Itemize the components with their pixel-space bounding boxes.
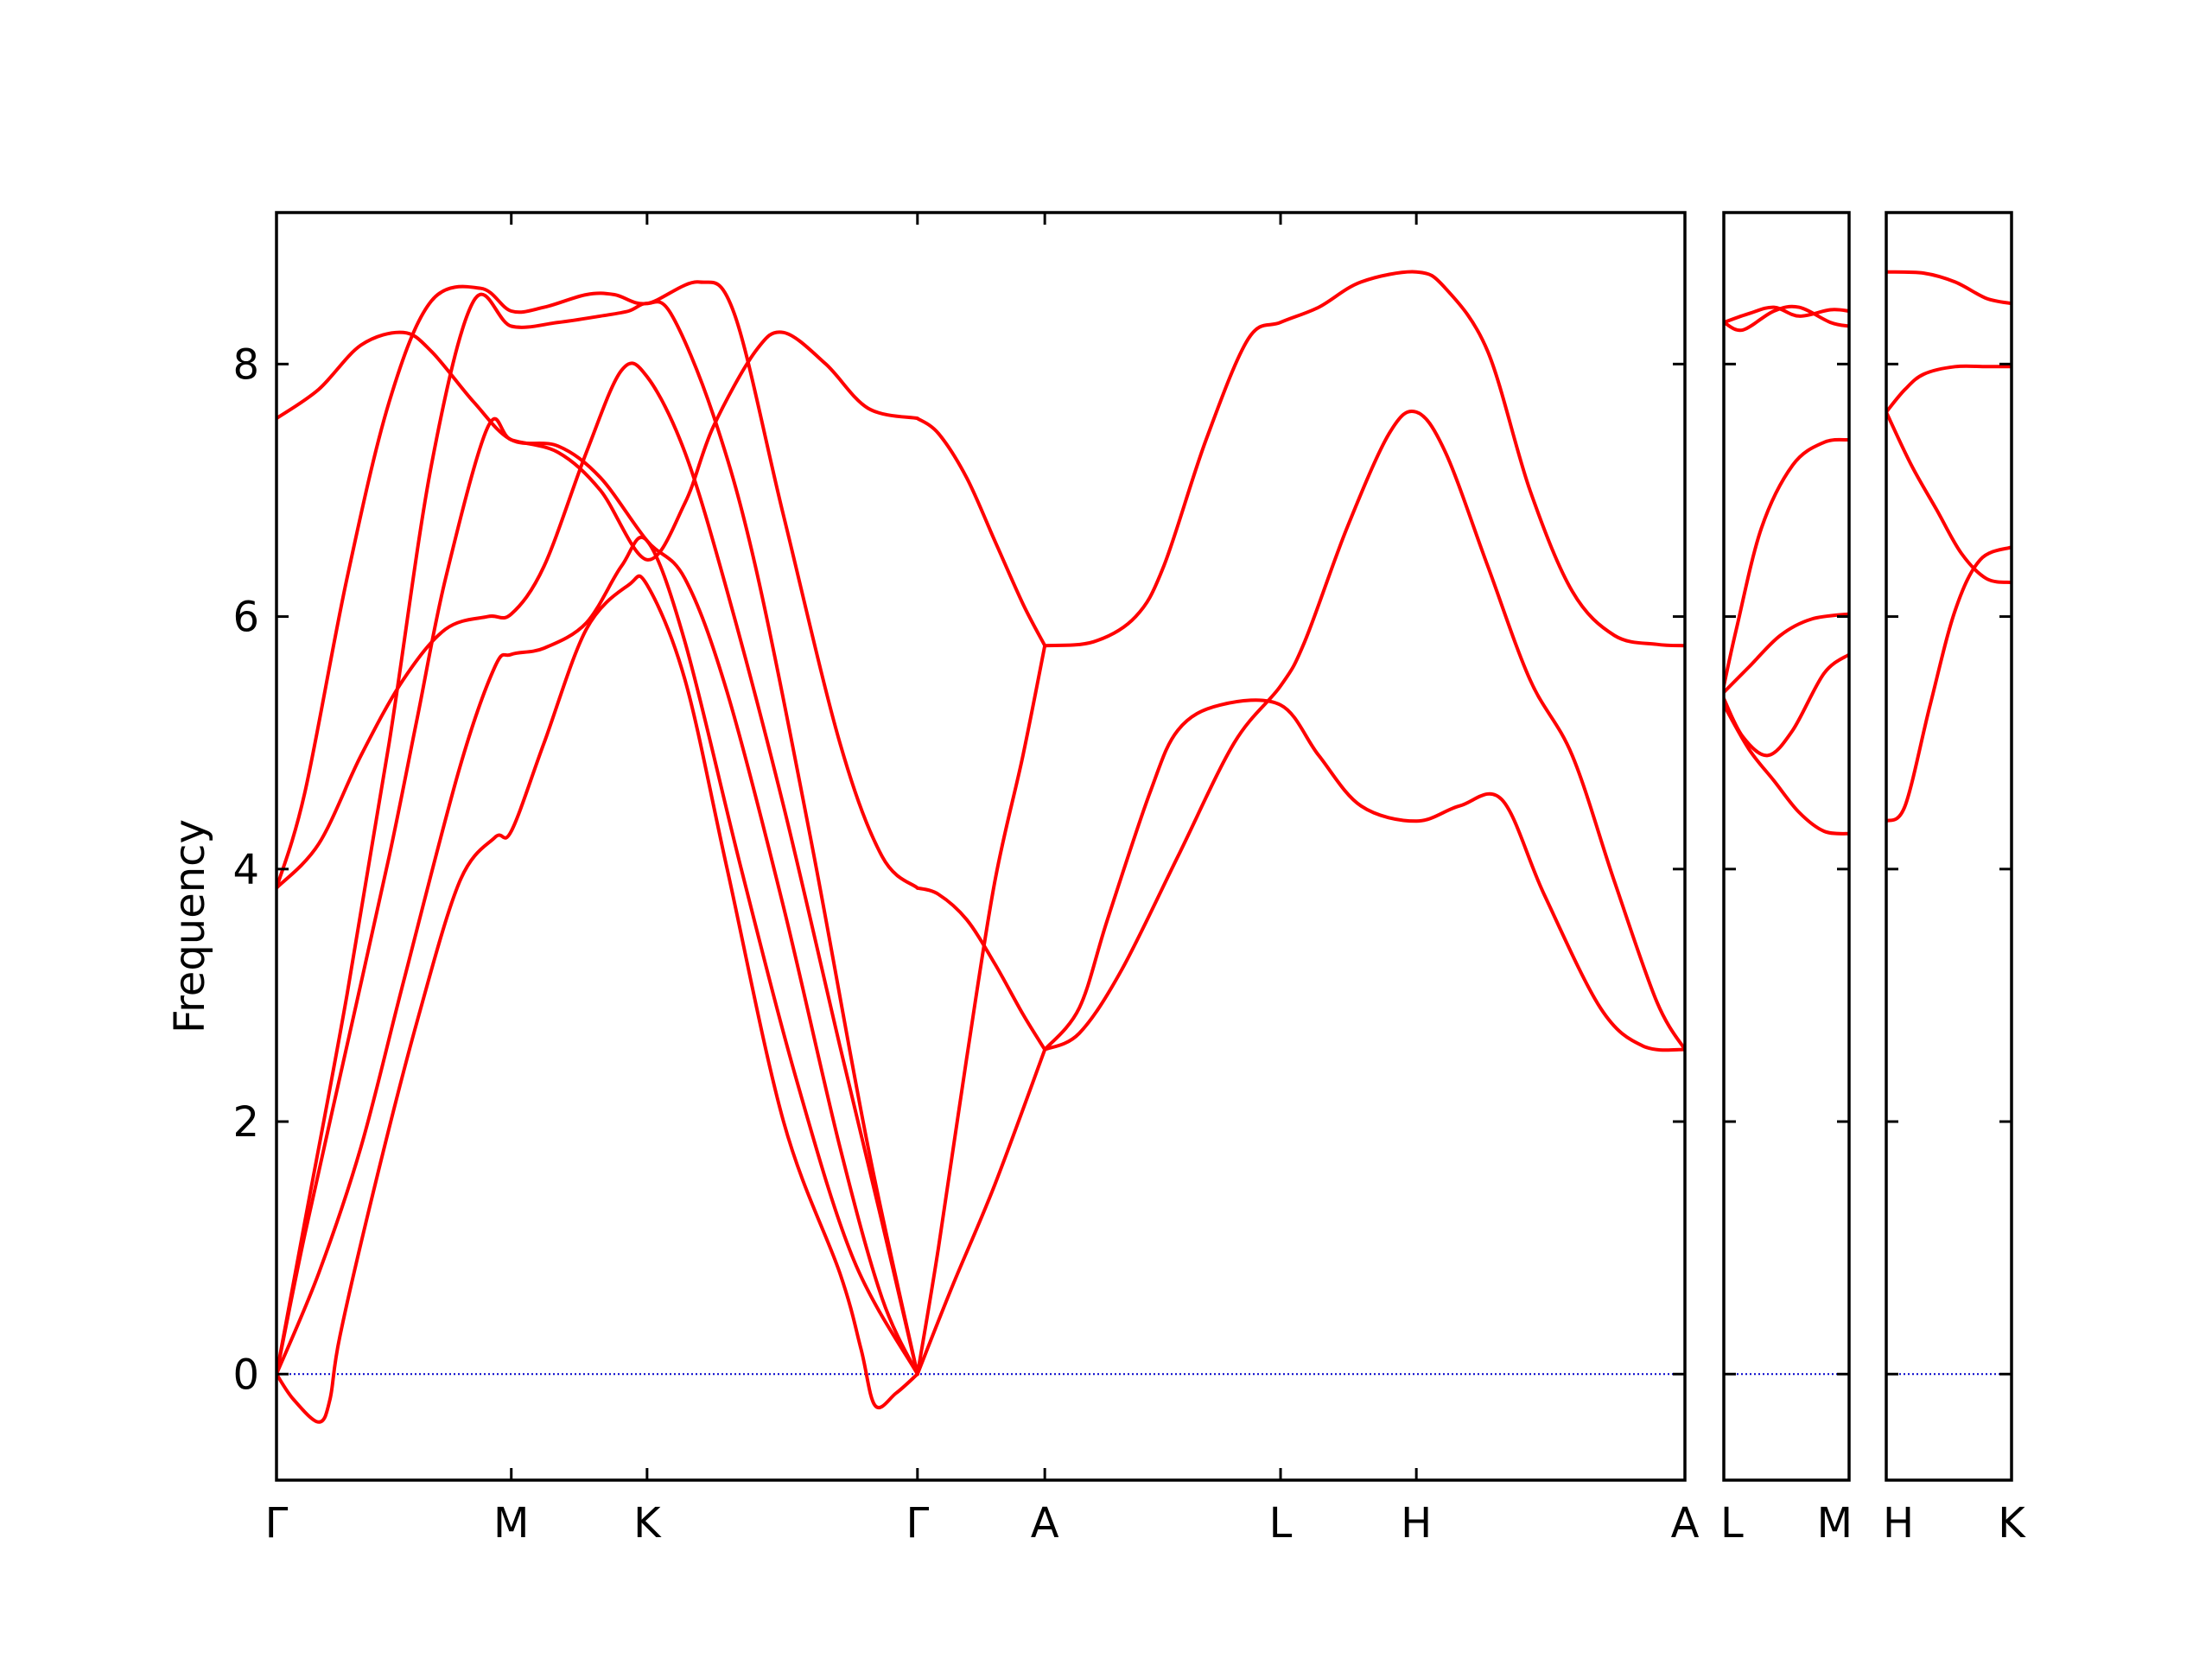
band-line	[1043, 409, 1685, 1052]
y-tick-label: 0	[232, 1351, 259, 1399]
x-tick-label: K	[1998, 1499, 2026, 1548]
x-tick-label: H	[1883, 1499, 1914, 1548]
band-line	[1043, 270, 1685, 648]
x-tick-label: H	[1401, 1499, 1432, 1548]
band-line	[276, 535, 919, 1376]
band-line	[276, 330, 919, 1376]
y-tick-label: 8	[232, 340, 259, 389]
band-line	[276, 361, 919, 1376]
y-tick-label: 6	[232, 594, 259, 642]
band-line	[1886, 364, 2012, 414]
band-series-group	[1724, 304, 1849, 836]
band-line	[1043, 698, 1685, 1052]
band-line	[1886, 545, 2012, 823]
x-tick-label: A	[1031, 1499, 1059, 1548]
band-line	[1724, 437, 1849, 688]
x-tick-label: L	[1720, 1499, 1744, 1548]
x-tick-label: M	[1817, 1499, 1853, 1548]
band-line	[276, 574, 919, 1424]
band-line	[1724, 305, 1849, 325]
y-tick-label: 4	[232, 846, 259, 894]
band-line	[276, 330, 919, 1376]
band-line	[915, 416, 1047, 648]
x-tick-label: L	[1269, 1499, 1293, 1548]
panel-1: Γ M K Γ A L H A 0 2 4 6 8	[232, 211, 1700, 1548]
x-tick-label: A	[1671, 1499, 1700, 1548]
band-line	[915, 644, 1047, 1376]
x-tick-label: K	[633, 1499, 662, 1548]
band-line	[276, 280, 919, 890]
y-tick-label: 2	[232, 1098, 259, 1147]
band-line	[1886, 410, 2012, 585]
band-line	[1724, 304, 1849, 333]
x-tick-label: Γ	[906, 1499, 929, 1548]
panel-frame	[1722, 211, 1851, 1482]
band-series-group	[1886, 270, 2012, 823]
band-line	[1724, 702, 1849, 836]
panel-frame	[275, 211, 1687, 1482]
band-line	[915, 886, 1047, 1052]
band-series-group	[276, 270, 1685, 1424]
x-tick-label: Γ	[265, 1499, 289, 1548]
band-line	[1886, 270, 2012, 306]
band-line	[276, 292, 919, 1376]
y-axis-title: Frequency	[166, 819, 214, 1033]
band-line	[915, 1047, 1047, 1376]
panel-frame	[1885, 211, 2013, 1482]
x-tick-label: M	[493, 1499, 529, 1548]
band-line	[1724, 612, 1849, 695]
